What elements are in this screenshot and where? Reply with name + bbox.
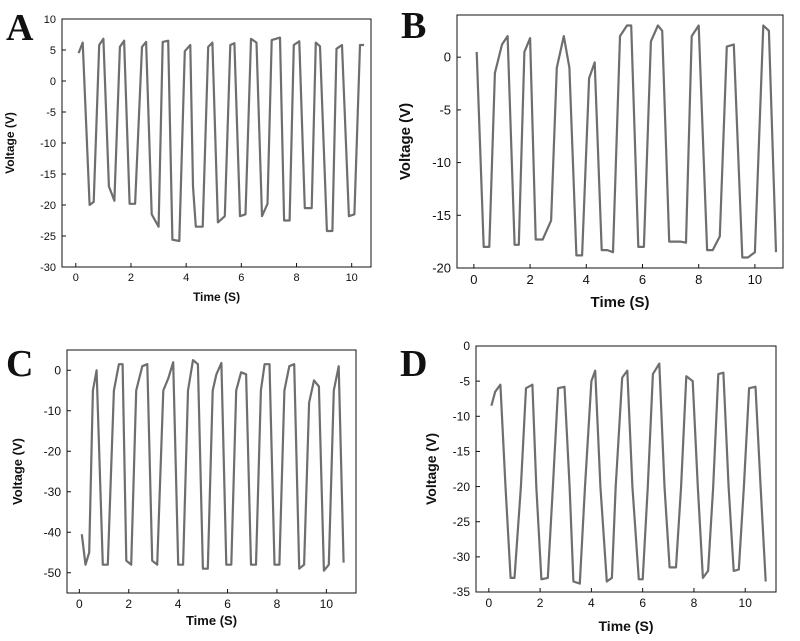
x-tick-label: 10 [739, 596, 753, 610]
y-tick-label: 0 [54, 363, 61, 377]
y-tick-label: -15 [453, 445, 471, 459]
chart-a: 0 2 4 6 8 10 10 5 0 -5 -10 -15 -20 -25 -30 Time (S) Volt… [3, 14, 372, 304]
panel-letter-a: A [6, 7, 34, 49]
plot-frame [456, 14, 784, 269]
x-tick-label: 8 [695, 272, 702, 287]
y-tick-label: -30 [453, 550, 471, 564]
y-tick-label: -25 [40, 231, 56, 243]
panel-letter-b: B [401, 5, 427, 47]
y-tick-label: -5 [46, 107, 56, 119]
panel-letter-d: D [400, 343, 428, 385]
x-tick-label: 4 [175, 597, 182, 611]
y-tick-label: -15 [40, 169, 56, 181]
plot-frame [475, 345, 777, 593]
x-axis-title: Time (S) [193, 290, 240, 304]
plot-frame [66, 349, 357, 594]
y-axis-title: Voltage (V) [10, 438, 25, 505]
x-tick-label: 2 [537, 596, 544, 610]
y-tick-label: -20 [453, 480, 471, 494]
y-tick-label: 0 [463, 339, 470, 353]
x-tick-label: 4 [183, 272, 189, 284]
y-tick-label: -30 [40, 262, 56, 274]
x-tick-label: 0 [76, 597, 83, 611]
x-tick-label: 0 [470, 272, 477, 287]
panel-c: C 0 2 4 6 8 10 0 -10 -20 -30 -40 -50 Time (S) Voltage… [0, 330, 400, 641]
x-tick-label: 6 [238, 272, 244, 284]
y-tick-label: -20 [432, 261, 451, 276]
y-tick-label: -30 [44, 485, 62, 499]
y-tick-label: -50 [44, 566, 62, 580]
y-tick-label: 0 [444, 50, 451, 65]
x-tick-label: 10 [346, 272, 358, 284]
panel-d: D 0 2 4 6 8 10 0 -5 -10 -15 -20 -25 -30 -35 Time (S) Vo… [400, 330, 800, 641]
x-axis-title: Time (S) [591, 294, 650, 311]
x-tick-label: 4 [583, 272, 590, 287]
x-tick-label: 0 [73, 272, 79, 284]
y-axis-title: Voltage (V) [423, 433, 439, 505]
x-axis-title: Time (S) [186, 613, 237, 628]
y-tick-label: -5 [439, 102, 451, 117]
x-tick-label: 6 [639, 596, 646, 610]
x-axis-title: Time (S) [599, 618, 654, 634]
y-tick-label: -40 [44, 525, 62, 539]
x-tick-label: 6 [224, 597, 231, 611]
voltage-series-line [490, 362, 767, 585]
y-tick-label: -15 [432, 208, 451, 223]
y-tick-label: -20 [44, 444, 62, 458]
y-tick-label: -10 [40, 138, 56, 150]
voltage-series-line [80, 359, 345, 572]
panel-letter-c: C [6, 343, 34, 385]
y-tick-label: -5 [459, 374, 470, 388]
y-tick-label: 0 [50, 76, 56, 88]
x-tick-label: 2 [125, 597, 132, 611]
y-tick-label: -25 [453, 515, 471, 529]
voltage-series-line [77, 36, 365, 243]
x-tick-label: 0 [485, 596, 492, 610]
y-tick-label: 10 [44, 14, 56, 26]
y-axis-title: Voltage (V) [3, 112, 17, 174]
voltage-series-line [475, 24, 778, 259]
x-tick-label: 8 [274, 597, 281, 611]
x-tick-label: 2 [526, 272, 533, 287]
y-tick-label: -35 [453, 585, 471, 599]
x-tick-label: 10 [320, 597, 334, 611]
x-tick-label: 2 [128, 272, 134, 284]
x-tick-label: 10 [748, 272, 762, 287]
chart-d: 0 2 4 6 8 10 0 -5 -10 -15 -20 -25 -30 -35 Time (S) Volt… [423, 339, 777, 634]
y-tick-label: -10 [44, 404, 62, 418]
panel-b: B 0 2 4 6 8 10 0 -5 -10 -15 -20 Time (S) Voltage (V) [397, 0, 800, 320]
x-tick-label: 4 [588, 596, 595, 610]
chart-c: 0 2 4 6 8 10 0 -10 -20 -30 -40 -50 Time (S) Voltage (… [10, 349, 357, 628]
x-tick-label: 8 [691, 596, 698, 610]
chart-b: 0 2 4 6 8 10 0 -5 -10 -15 -20 Time (S) Voltage (V) [397, 14, 784, 311]
panel-a: A 0 2 4 6 8 10 10 5 0 -5 -10 -15 -20 -25 -30 Time (S) Vo… [0, 0, 400, 305]
y-tick-label: -10 [453, 409, 471, 423]
y-tick-label: 5 [50, 45, 56, 57]
x-tick-label: 8 [293, 272, 299, 284]
y-tick-label: -10 [432, 155, 451, 170]
y-axis-title: Voltage (V) [397, 103, 414, 180]
x-tick-label: 6 [639, 272, 646, 287]
y-tick-label: -20 [40, 200, 56, 212]
